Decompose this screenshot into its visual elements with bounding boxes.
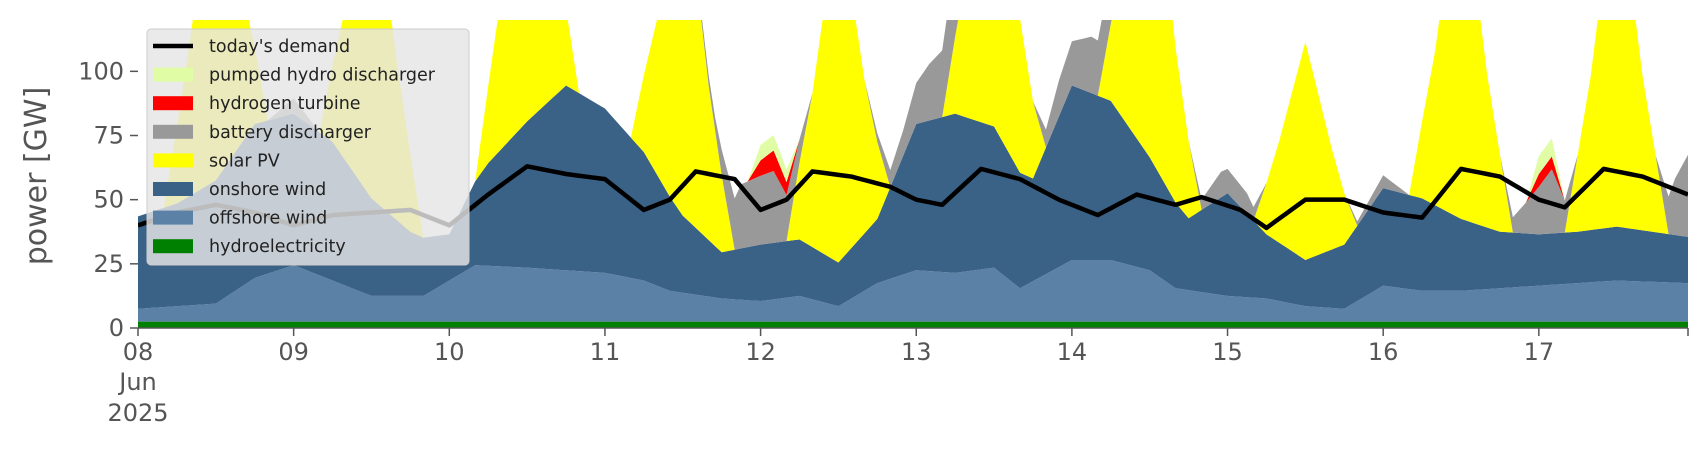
y-axis-label: power [GW] (19, 87, 54, 266)
legend-swatch (153, 239, 193, 254)
legend-label: battery discharger (209, 123, 372, 143)
legend-box (146, 28, 470, 266)
x-tick-label: 12 (745, 338, 776, 366)
x-tick-label: 14 (1057, 338, 1088, 366)
legend-swatch (153, 67, 193, 82)
legend-label: onshore wind (209, 180, 326, 200)
x-tick-label: 13 (901, 338, 932, 366)
x-tick-label: 09 (278, 338, 309, 366)
legend-swatch (153, 96, 193, 111)
y-tick-label: 75 (93, 122, 124, 150)
legend: today's demand pumped hydro discharger hyd… (146, 28, 470, 266)
x-tick-label: 10 (434, 338, 465, 366)
y-tick-label: 50 (93, 186, 124, 214)
x-tick-label: 15 (1212, 338, 1243, 366)
legend-label: hydroelectricity (209, 237, 346, 257)
area-battery-discharger (138, 20, 1688, 250)
legend-label: solar PV (209, 151, 280, 171)
legend-label: hydrogen turbine (209, 94, 361, 114)
x-tick-label: 11 (590, 338, 621, 366)
y-tick-label: 100 (78, 57, 124, 85)
x-tick-label: 17 (1524, 338, 1555, 366)
x-tick-sublabel-year: 2025 (107, 399, 168, 427)
x-tick-sublabel-month: Jun (117, 368, 157, 396)
legend-label: pumped hydro discharger (209, 66, 436, 86)
legend-label: today's demand (209, 37, 350, 57)
x-tick-label: 08 (123, 338, 154, 366)
y-tick-label: 25 (93, 250, 124, 278)
legend-swatch (153, 124, 193, 139)
legend-swatch (153, 210, 193, 225)
y-tick-label: 0 (109, 314, 124, 342)
x-tick-label: 16 (1368, 338, 1399, 366)
area-hydroelectricity (138, 321, 1688, 328)
legend-label: offshore wind (209, 209, 327, 229)
legend-swatch (153, 153, 193, 168)
area-offshore-wind (138, 259, 1688, 322)
legend-swatch (153, 182, 193, 196)
